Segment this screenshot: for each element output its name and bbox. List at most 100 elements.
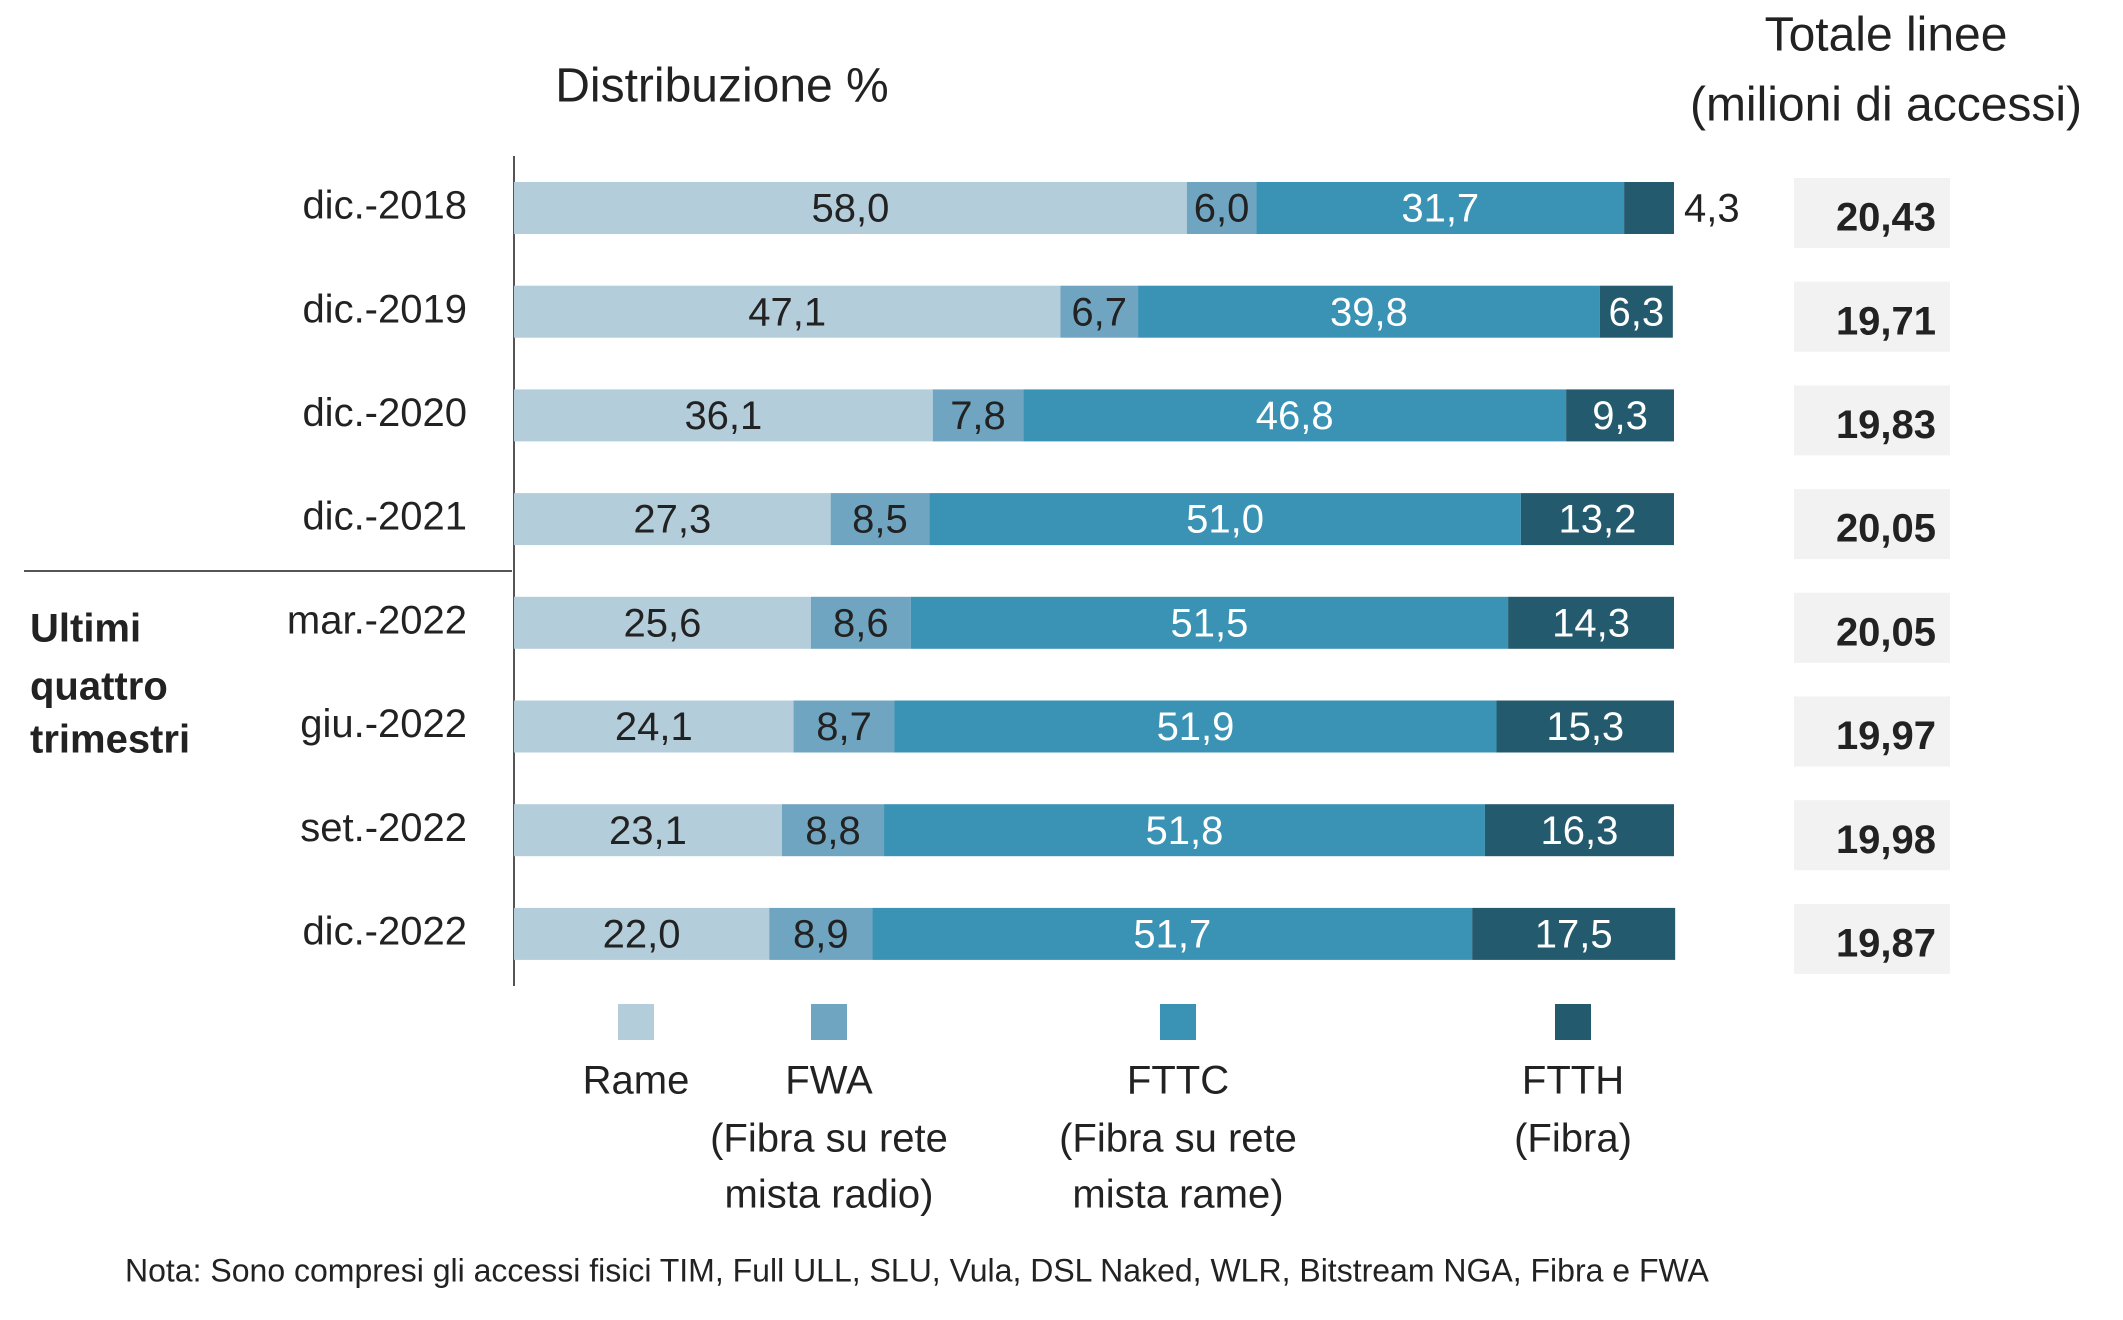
bar-segment [884, 804, 1485, 857]
category-label: giu.-2022 [300, 702, 467, 746]
category-label: set.-2022 [300, 806, 467, 850]
data-label: 4,3 [1684, 187, 1740, 231]
total-box [1794, 696, 1950, 767]
bar-segment [1186, 182, 1257, 234]
data-label: 17,5 [1535, 912, 1613, 956]
data-label: 8,5 [852, 498, 908, 542]
data-label: 7,8 [950, 394, 1006, 438]
data-label: 9,3 [1592, 394, 1648, 438]
data-label: 8,8 [805, 809, 861, 853]
total-box [1794, 178, 1950, 248]
bar-segment [929, 493, 1521, 546]
bar-segment [769, 907, 873, 960]
data-label: 51,0 [1186, 498, 1264, 542]
category-label: dic.-2019 [302, 287, 467, 331]
data-label: 14,3 [1552, 601, 1630, 645]
total-label: 19,97 [1836, 714, 1936, 758]
bar-segment [1496, 700, 1674, 753]
bar-segment [514, 389, 933, 442]
bar-segment [830, 493, 930, 546]
bar-segment [514, 596, 811, 649]
bar-segment [793, 700, 895, 753]
legend-description: (Fibra) [1514, 1117, 1632, 1161]
total-box [1794, 592, 1950, 663]
data-label: 46,8 [1256, 394, 1334, 438]
category-label: dic.-2020 [302, 391, 467, 435]
totals-title: Totale linee [1765, 9, 2008, 62]
data-label: 24,1 [615, 705, 693, 749]
bar-segment [514, 700, 794, 753]
legend-description: mista radio) [725, 1173, 934, 1217]
bar-segment [1566, 389, 1674, 442]
bar-segment [810, 596, 911, 649]
bar-segment [1508, 596, 1674, 649]
data-label: 22,0 [603, 912, 681, 956]
bar-segment [894, 700, 1497, 753]
total-box [1794, 800, 1950, 871]
data-label: 25,6 [624, 601, 702, 645]
chart-title: Distribuzione % [555, 60, 888, 113]
bar-segment [1023, 389, 1567, 442]
data-label: 31,7 [1401, 187, 1479, 231]
total-label: 19,83 [1836, 403, 1936, 447]
bar-segment [872, 907, 1473, 960]
legend-label: Rame [583, 1059, 690, 1103]
total-label: 20,05 [1836, 610, 1936, 654]
legend-description: (Fibra su rete [710, 1117, 948, 1161]
total-label: 20,43 [1836, 196, 1936, 240]
data-label: 47,1 [748, 290, 826, 334]
total-label: 20,05 [1836, 507, 1936, 551]
bar-segment [910, 596, 1509, 649]
bar-segment [1484, 804, 1674, 857]
bar-segment [1472, 907, 1676, 960]
legend-swatch [1160, 1004, 1196, 1040]
note: Nota: Sono compresi gli accessi fisici T… [125, 1252, 1710, 1288]
total-box [1794, 385, 1950, 456]
data-label: 6,0 [1194, 187, 1250, 231]
data-label: 27,3 [633, 498, 711, 542]
legend-swatch [618, 1004, 654, 1040]
group-label: trimestri [30, 718, 190, 762]
data-label: 8,6 [833, 601, 889, 645]
legend-description: (Fibra su rete [1059, 1117, 1297, 1161]
legend-description: mista rame) [1072, 1173, 1283, 1217]
bar-segment [514, 285, 1061, 338]
data-label: 13,2 [1559, 498, 1637, 542]
bar-segment [514, 907, 770, 960]
category-label: dic.-2018 [302, 184, 467, 228]
bar-segment [1060, 285, 1139, 338]
data-label: 39,8 [1330, 290, 1408, 334]
bar-segment [781, 804, 885, 857]
legend-label: FTTH [1522, 1059, 1624, 1103]
data-label: 51,7 [1133, 912, 1211, 956]
data-label: 16,3 [1541, 809, 1619, 853]
category-label: dic.-2022 [302, 909, 467, 953]
data-label: 6,3 [1608, 290, 1664, 334]
bar-segment [1138, 285, 1600, 338]
data-label: 51,5 [1170, 601, 1248, 645]
totals-title: (milioni di accessi) [1690, 79, 2082, 132]
data-label: 36,1 [684, 394, 762, 438]
total-box [1794, 903, 1950, 974]
bar-segment [1520, 493, 1674, 546]
legend-label: FWA [785, 1059, 873, 1103]
legend-label: FTTC [1127, 1059, 1229, 1103]
total-label: 19,71 [1836, 299, 1936, 343]
bar-segment [1599, 285, 1673, 338]
data-label: 15,3 [1546, 705, 1624, 749]
data-label: 58,0 [811, 187, 889, 231]
legend-swatch [811, 1004, 847, 1040]
bar-segment [514, 804, 782, 857]
bar-segment [514, 182, 1187, 234]
group-label: quattro [30, 665, 168, 709]
bar-segment [514, 493, 831, 546]
total-label: 19,87 [1836, 921, 1936, 965]
category-label: dic.-2021 [302, 495, 467, 539]
total-box [1794, 489, 1950, 560]
legend-swatch [1555, 1004, 1591, 1040]
bar-segment [932, 389, 1024, 442]
total-label: 19,98 [1836, 818, 1936, 862]
bar-segment [1624, 182, 1674, 234]
group-label: Ultimi [30, 607, 141, 651]
